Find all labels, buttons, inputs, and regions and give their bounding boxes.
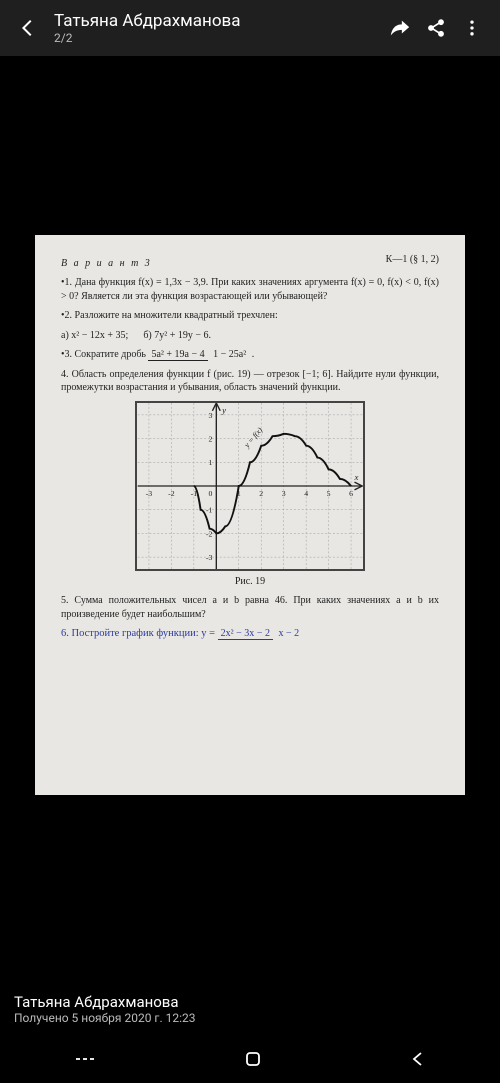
svg-text:3: 3 xyxy=(282,488,286,497)
q6-numerator: 2x² − 3x − 2 xyxy=(218,628,273,640)
arrow-left-icon xyxy=(17,17,39,39)
svg-text:-2: -2 xyxy=(168,488,175,497)
figure-caption: Рис. 19 xyxy=(61,575,439,589)
svg-text:y: y xyxy=(221,404,226,414)
svg-text:-3: -3 xyxy=(206,553,213,562)
svg-text:x: x xyxy=(353,472,358,482)
svg-text:1: 1 xyxy=(208,458,212,467)
page-counter: 2/2 xyxy=(54,31,382,45)
android-navbar xyxy=(0,1035,500,1083)
question-6-handwritten: 6. Постройте график функции: y = 2x² − 3… xyxy=(61,627,439,641)
svg-text:-1: -1 xyxy=(206,505,213,514)
more-button[interactable] xyxy=(454,18,490,38)
back-button[interactable] xyxy=(10,17,46,39)
svg-text:2: 2 xyxy=(259,488,263,497)
question-3-fraction: 5a² + 19a − 4 1 − 25a² xyxy=(148,348,249,362)
svg-text:6: 6 xyxy=(349,488,353,497)
svg-text:2: 2 xyxy=(208,434,212,443)
contact-name: Татьяна Абдрахманова xyxy=(54,11,382,31)
share-icon xyxy=(426,18,446,38)
forward-button[interactable] xyxy=(382,17,418,39)
question-4: 4. Область определения функции f (рис. 1… xyxy=(61,368,439,395)
nav-recent-button[interactable] xyxy=(74,1051,96,1067)
q6-denominator: x − 2 xyxy=(275,628,302,639)
received-timestamp: Получено 5 ноября 2020 г. 12:23 xyxy=(14,1011,486,1025)
svg-text:5: 5 xyxy=(327,488,331,497)
question-2b: б) 7y² + 19y − 6. xyxy=(143,330,211,341)
nav-home-button[interactable] xyxy=(244,1050,262,1068)
home-icon xyxy=(244,1050,262,1068)
forward-icon xyxy=(389,17,411,39)
variant-label: В а р и а н т 3 xyxy=(61,257,439,271)
photo-viewport[interactable]: К—1 (§ 1, 2) В а р и а н т 3 •1. Дана фу… xyxy=(0,56,500,973)
question-1: •1. Дана функция f(x) = 1,3x − 3,9. При … xyxy=(61,276,439,303)
svg-text:-2: -2 xyxy=(206,529,213,538)
question-2-lead: •2. Разложите на множители квадратный тр… xyxy=(61,309,439,323)
more-vert-icon xyxy=(462,18,482,38)
message-info: Татьяна Абдрахманова Получено 5 ноября 2… xyxy=(0,983,500,1035)
svg-text:0: 0 xyxy=(208,488,212,497)
nav-back-icon xyxy=(410,1051,426,1067)
worksheet-page: К—1 (§ 1, 2) В а р и а н т 3 •1. Дана фу… xyxy=(35,235,465,795)
question-3: •3. Сократите дробь 5a² + 19a − 4 1 − 25… xyxy=(61,348,439,362)
question-5: 5. Сумма положительных чисел a и b равна… xyxy=(61,594,439,621)
svg-text:4: 4 xyxy=(304,488,308,497)
graph-wrap: -3-2-1123456-3-2-11230yxy = f(x) xyxy=(61,401,439,571)
sender-name: Татьяна Абдрахманова xyxy=(14,993,486,1011)
q3-numerator: 5a² + 19a − 4 xyxy=(148,349,207,361)
q6-fraction: 2x² − 3x − 2 x − 2 xyxy=(218,627,302,641)
q3-denominator: 1 − 25a² xyxy=(210,349,249,360)
svg-text:-3: -3 xyxy=(146,488,153,497)
question-3-lead: •3. Сократите дробь xyxy=(61,349,148,360)
function-graph: -3-2-1123456-3-2-11230yxy = f(x) xyxy=(135,401,365,571)
app-bar: Татьяна Абдрахманова 2/2 xyxy=(0,0,500,56)
question-2-parts: а) x² − 12x + 35; б) 7y² + 19y − 6. xyxy=(61,329,439,343)
nav-back-button[interactable] xyxy=(410,1051,426,1067)
header-right: К—1 (§ 1, 2) xyxy=(386,253,439,267)
q6-lead: 6. Постройте график функции: y = xyxy=(61,628,218,639)
recent-icon xyxy=(74,1051,96,1067)
title-block: Татьяна Абдрахманова 2/2 xyxy=(46,11,382,45)
share-button[interactable] xyxy=(418,18,454,38)
question-2a: а) x² − 12x + 35; xyxy=(61,330,128,341)
svg-text:3: 3 xyxy=(208,410,212,419)
